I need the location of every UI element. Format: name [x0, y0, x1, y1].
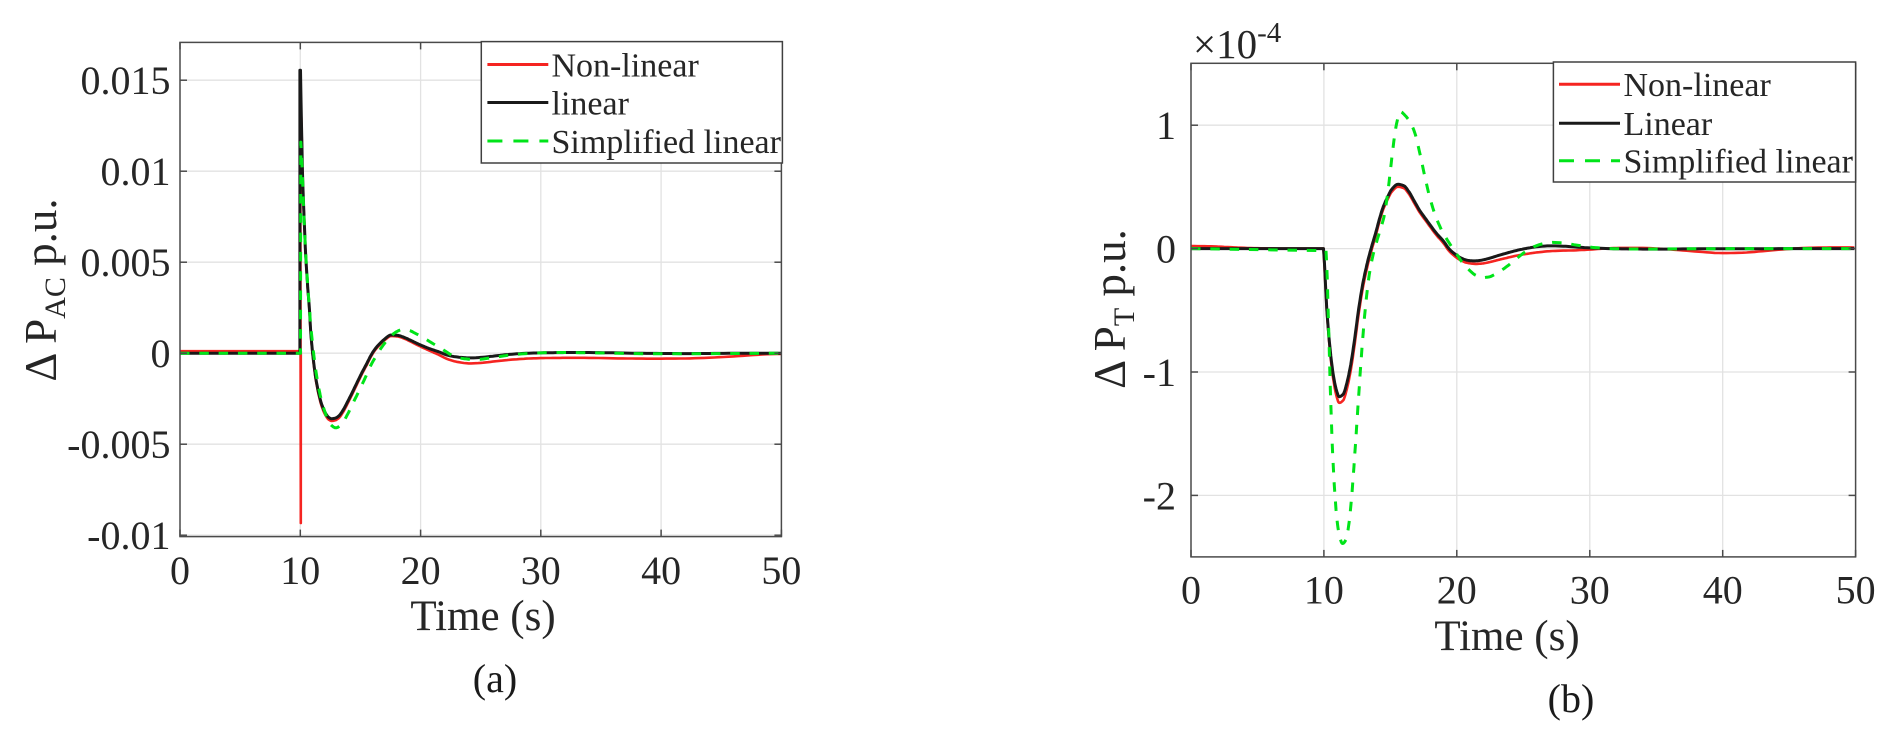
- svg-text:0.015: 0.015: [81, 58, 171, 103]
- svg-text:(a): (a): [473, 656, 517, 701]
- svg-text:0: 0: [1156, 227, 1176, 272]
- svg-text:Non-linear: Non-linear: [552, 47, 700, 84]
- svg-text:30: 30: [521, 548, 561, 593]
- svg-text:40: 40: [641, 548, 681, 593]
- svg-text:50: 50: [1836, 568, 1876, 613]
- svg-text:10: 10: [280, 548, 320, 593]
- svg-text:0.005: 0.005: [81, 240, 171, 285]
- svg-text:20: 20: [1437, 568, 1477, 613]
- svg-text:1: 1: [1156, 103, 1176, 148]
- svg-text:×10-4: ×10-4: [1193, 17, 1282, 67]
- svg-text:40: 40: [1703, 568, 1743, 613]
- svg-text:30: 30: [1570, 568, 1610, 613]
- svg-text:Time (s): Time (s): [1434, 613, 1579, 660]
- svg-text:0: 0: [1181, 568, 1201, 613]
- svg-text:0: 0: [170, 548, 190, 593]
- svg-text:0.01: 0.01: [101, 149, 171, 194]
- svg-text:-0.01: -0.01: [87, 513, 170, 558]
- svg-text:Simplified linear: Simplified linear: [552, 124, 782, 161]
- svg-text:-1: -1: [1143, 350, 1176, 395]
- svg-text:Linear: Linear: [1624, 106, 1713, 143]
- svg-text:-0.005: -0.005: [67, 422, 170, 467]
- svg-text:20: 20: [401, 548, 441, 593]
- svg-text:(b): (b): [1548, 676, 1595, 721]
- svg-text:Non-linear: Non-linear: [1624, 67, 1772, 104]
- svg-text:Simplified linear: Simplified linear: [1624, 144, 1854, 181]
- svg-text:linear: linear: [552, 85, 630, 122]
- svg-text:0: 0: [151, 331, 171, 376]
- svg-text:Time (s): Time (s): [410, 593, 555, 640]
- svg-text:50: 50: [761, 548, 801, 593]
- svg-text:10: 10: [1304, 568, 1344, 613]
- svg-text:-2: -2: [1143, 473, 1176, 518]
